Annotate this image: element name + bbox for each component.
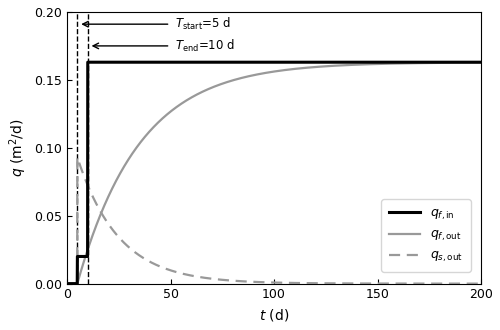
Y-axis label: $q$ (m$^2$/d): $q$ (m$^2$/d) xyxy=(7,118,28,177)
Legend: $q_{\mathit{f},\mathrm{in}}$, $q_{\mathit{f},\mathrm{out}}$, $q_{\mathit{s},\mat: $q_{\mathit{f},\mathrm{in}}$, $q_{\mathi… xyxy=(382,199,470,272)
Text: $T_{\mathrm{end}}$=10 d: $T_{\mathrm{end}}$=10 d xyxy=(174,38,234,54)
Text: $T_{\mathrm{start}}$=5 d: $T_{\mathrm{start}}$=5 d xyxy=(174,16,231,32)
X-axis label: $t$ (d): $t$ (d) xyxy=(259,307,289,323)
